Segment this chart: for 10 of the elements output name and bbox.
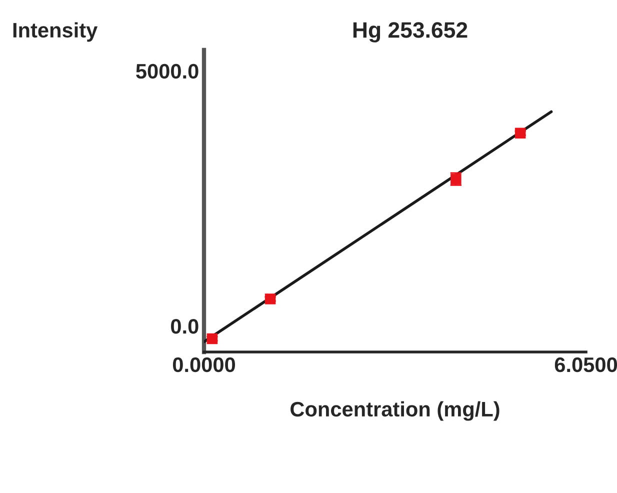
x-tick-label: 0.0000 — [172, 357, 236, 372]
y-axis-title: Intensity — [13, 22, 98, 42]
point — [206, 333, 218, 344]
point — [264, 294, 276, 304]
y-tick-label: 5000.0 — [136, 64, 198, 79]
point — [514, 128, 526, 139]
y-tick-label: 0.0 — [171, 318, 198, 334]
chart-title: Hg 253.652 — [353, 22, 468, 42]
x-axis-title: Concentration (mg/L) — [290, 401, 500, 421]
x-tick-label: 6.0500 — [554, 357, 617, 372]
